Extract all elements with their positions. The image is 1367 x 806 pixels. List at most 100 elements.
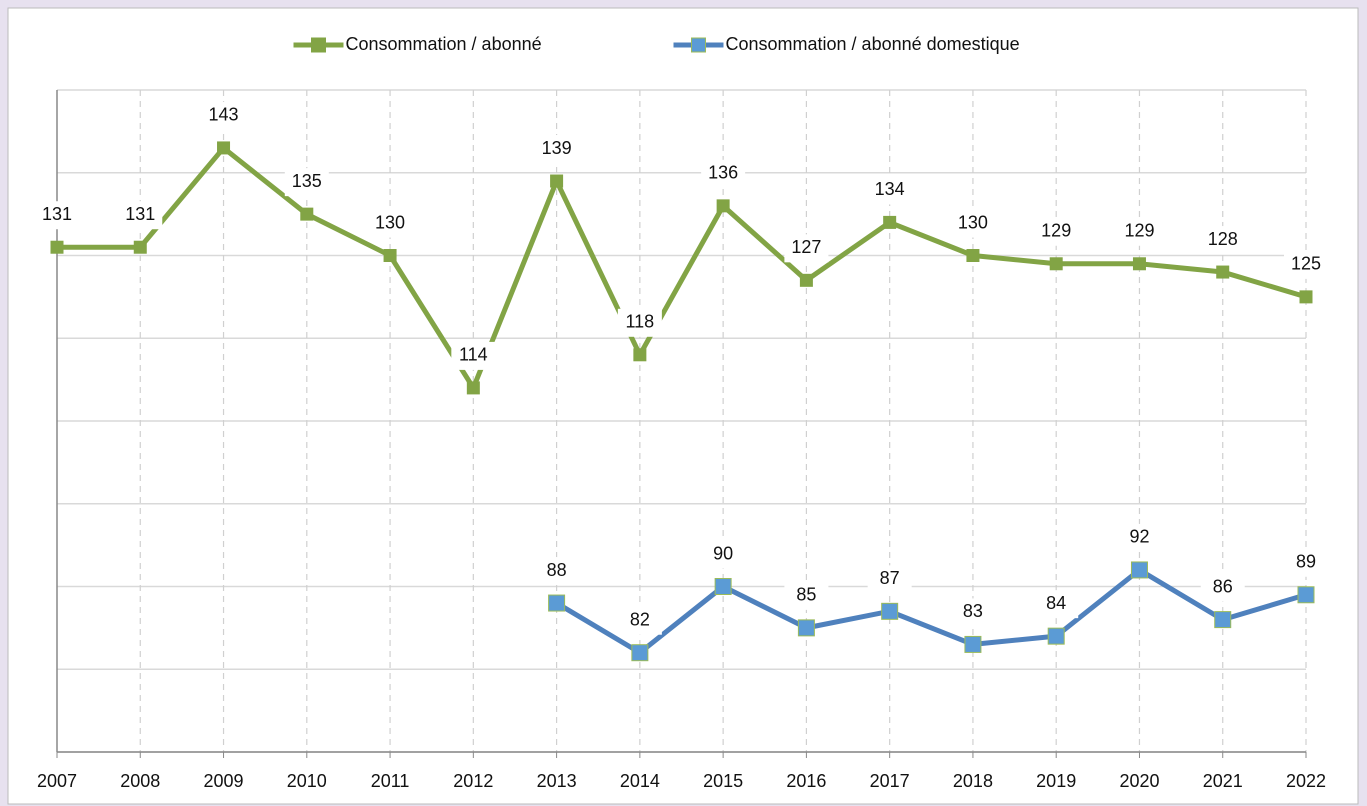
data-label-bg <box>784 234 829 263</box>
x-tick-label: 2011 <box>371 771 410 791</box>
marker <box>466 381 480 395</box>
marker <box>966 249 980 262</box>
marker <box>714 578 732 595</box>
data-label-bg <box>35 201 79 230</box>
marker <box>1216 265 1230 279</box>
marker <box>1132 257 1146 271</box>
data-label: 125 <box>1291 254 1321 274</box>
marker <box>1130 561 1148 579</box>
data-label-bg <box>368 209 413 238</box>
marker <box>1049 257 1063 271</box>
data-label: 84 <box>1046 593 1066 613</box>
x-tick-label: 2014 <box>620 771 660 791</box>
data-label-bg <box>950 209 995 238</box>
data-label-bg <box>867 176 912 205</box>
data-label-bg <box>534 557 579 586</box>
legend-marker <box>691 37 706 53</box>
data-label: 88 <box>547 560 567 580</box>
data-label: 143 <box>209 105 239 125</box>
legend-marker <box>311 37 326 53</box>
series-line <box>555 567 1307 656</box>
x-tick-label: 2017 <box>870 771 910 791</box>
data-label: 130 <box>958 212 988 232</box>
x-tick-label: 2012 <box>453 771 493 791</box>
data-label-bg <box>1034 590 1079 619</box>
data-label: 83 <box>963 601 983 621</box>
chart-area <box>7 7 1359 805</box>
data-label: 85 <box>796 585 816 605</box>
data-label-bg <box>784 581 829 610</box>
x-tick-label: 2016 <box>786 771 826 791</box>
data-label-bg <box>1200 573 1245 602</box>
data-label-bg <box>1284 250 1328 279</box>
data-label-bg <box>617 606 662 635</box>
data-label: 89 <box>1296 552 1316 572</box>
marker <box>799 273 813 287</box>
data-label: 86 <box>1213 576 1233 596</box>
x-tick-label: 2019 <box>1036 771 1076 791</box>
marker <box>1299 290 1313 304</box>
data-label: 136 <box>708 163 738 183</box>
data-label: 92 <box>1129 527 1149 547</box>
data-label-bg <box>1117 217 1162 246</box>
data-label: 128 <box>1208 229 1238 249</box>
data-label-bg <box>950 598 995 627</box>
marker <box>964 635 982 653</box>
data-label: 131 <box>42 204 72 224</box>
data-label: 131 <box>125 204 155 224</box>
marker <box>300 207 314 221</box>
data-label: 135 <box>292 171 322 191</box>
marker <box>550 174 564 188</box>
x-tick-label: 2022 <box>1286 771 1326 791</box>
data-label: 129 <box>1124 221 1154 241</box>
data-label: 114 <box>459 345 488 365</box>
marker <box>797 619 815 637</box>
x-tick-label: 2007 <box>37 771 77 791</box>
data-label-bg <box>201 101 246 130</box>
marker <box>1297 586 1315 604</box>
marker <box>217 141 231 155</box>
data-label-bg <box>451 341 496 370</box>
marker <box>1214 611 1232 629</box>
marker <box>1047 627 1065 645</box>
x-tick-label: 2010 <box>287 771 327 791</box>
data-label-bg <box>118 201 163 230</box>
marker <box>633 348 647 362</box>
marker <box>548 594 566 612</box>
marker <box>881 602 899 620</box>
x-tick-label: 2009 <box>204 771 244 791</box>
data-label: 134 <box>875 179 905 199</box>
x-tick-label: 2020 <box>1119 771 1159 791</box>
legend-label: Consommation / abonné <box>346 34 542 54</box>
data-label-bg <box>1117 523 1162 552</box>
x-tick-label: 2018 <box>953 771 993 791</box>
x-tick-label: 2008 <box>120 771 160 791</box>
series-line <box>57 145 1307 391</box>
data-label-bg <box>534 135 579 164</box>
data-label-bg <box>284 168 329 197</box>
data-label: 130 <box>375 212 405 232</box>
data-label: 82 <box>630 609 650 629</box>
data-label-bg <box>701 540 746 569</box>
x-tick-label: 2021 <box>1203 771 1243 791</box>
data-label-bg <box>1034 217 1079 246</box>
data-label: 118 <box>626 312 655 332</box>
x-tick-label: 2013 <box>537 771 577 791</box>
data-label-bg <box>617 308 662 337</box>
data-label-bg <box>1284 548 1328 577</box>
data-label: 87 <box>880 568 900 588</box>
marker <box>716 199 730 213</box>
data-label: 90 <box>713 543 733 563</box>
marker <box>883 215 897 229</box>
x-tick-label: 2015 <box>703 771 743 791</box>
data-label: 129 <box>1041 221 1071 241</box>
marker <box>50 240 64 254</box>
data-label-bg <box>701 159 746 188</box>
data-label-bg <box>867 565 912 594</box>
data-label-bg <box>1200 226 1245 255</box>
data-label: 139 <box>542 138 572 158</box>
marker <box>383 249 397 262</box>
data-label: 127 <box>791 237 821 257</box>
